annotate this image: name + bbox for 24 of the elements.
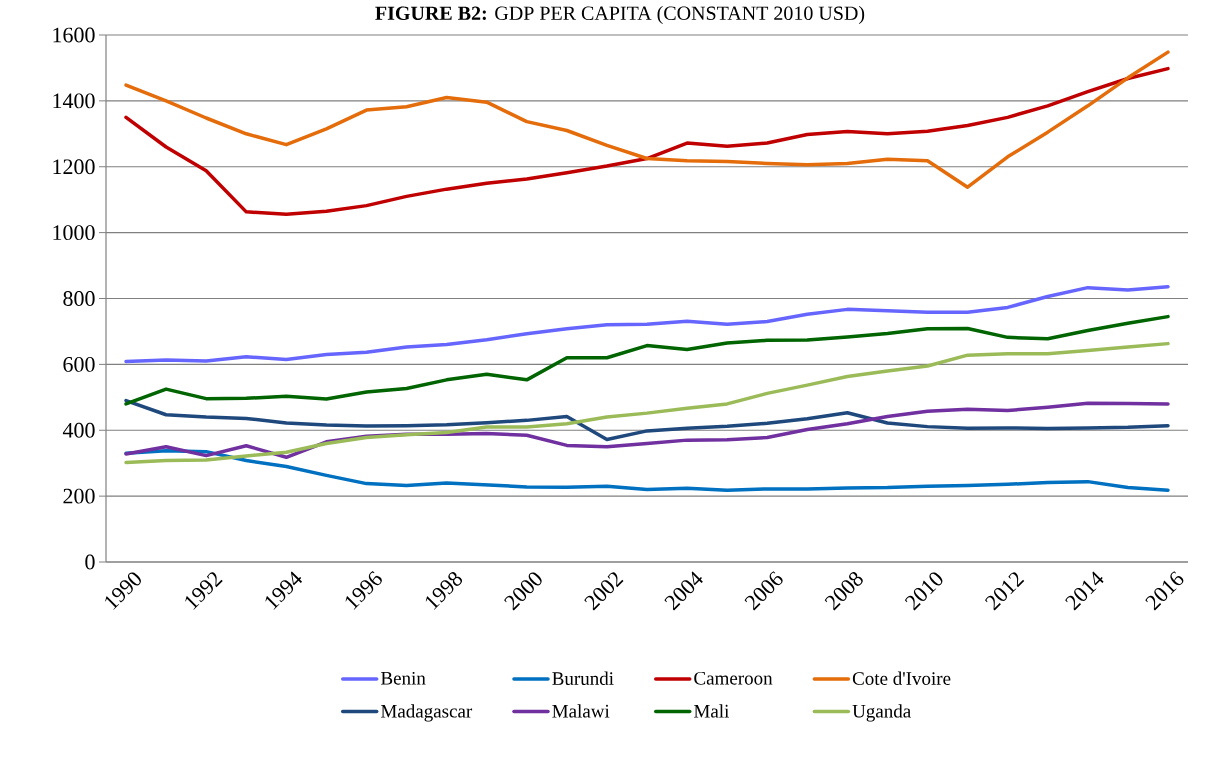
line-series [124, 398, 1170, 442]
y-tick-label: 1000 [53, 225, 95, 241]
legend-label: Mali [694, 704, 730, 718]
legend-label: Malawi [552, 704, 610, 718]
line-series [124, 314, 1170, 406]
y-tick-label: 400 [62, 422, 95, 438]
y-tick-label: 800 [63, 291, 95, 306]
line-series [124, 341, 1170, 465]
y-tick-label: 600 [63, 356, 95, 372]
line-series [124, 50, 1170, 189]
chart-title: FIGURE B2: GDP PER CAPITA (CONSTANT 2010 USD) [375, 5, 865, 25]
line-series [124, 66, 1170, 216]
legend-label: Cameroon [694, 671, 773, 685]
line-series [124, 284, 1170, 364]
legend-label: Cote d'Ivoire [852, 671, 951, 685]
legend-label: Uganda [852, 704, 911, 722]
y-tick-label: 0 [85, 554, 95, 570]
legend-label: Burundi [552, 671, 614, 685]
legend-label: Madagascar [381, 704, 473, 722]
legend-label: Benin [381, 671, 426, 685]
y-tick-label: 200 [63, 488, 95, 504]
y-tick-label: 1400 [53, 93, 95, 109]
y-tick-label: 1200 [53, 159, 95, 175]
y-tick-label: 1600 [53, 27, 95, 43]
